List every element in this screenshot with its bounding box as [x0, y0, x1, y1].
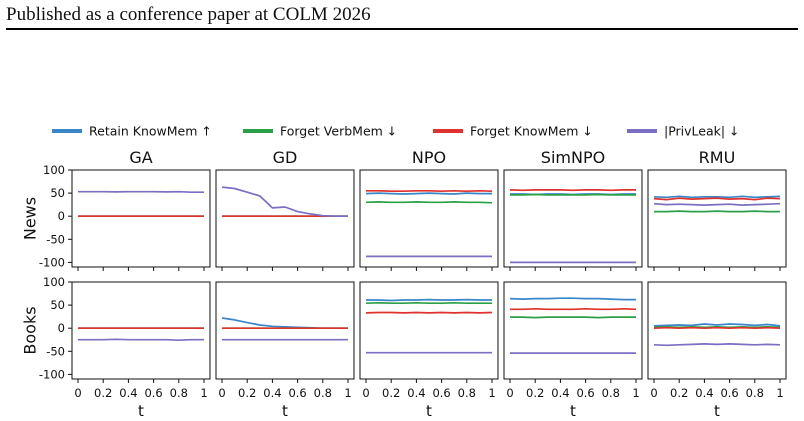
x-tick-label-npo: 0.8 — [458, 386, 476, 400]
panel-frame-books-gd — [215, 281, 355, 380]
column-title-npo: NPO — [412, 148, 446, 167]
panel-frame-news-simnpo — [503, 169, 643, 268]
legend-label-retain-knowmem: Retain KnowMem ↑ — [89, 124, 212, 139]
x-tick-label-gd: 1 — [344, 386, 351, 400]
x-tick-label-gd: 0 — [218, 386, 225, 400]
column-title-simnpo: SimNPO — [541, 148, 605, 167]
x-tick-label-npo: 1 — [488, 386, 495, 400]
y-tick-label-news: -50 — [46, 232, 65, 246]
header-rule — [6, 28, 798, 30]
x-axis-label-simnpo: t — [570, 402, 576, 420]
x-tick-label-ga: 0.2 — [94, 386, 112, 400]
panel-frame-news-rmu — [647, 169, 787, 268]
x-tick-label-simnpo: 0.2 — [526, 386, 544, 400]
series-line-books-ga-privleak — [78, 338, 204, 342]
panel-frame-news-gd — [215, 169, 355, 268]
series-line-books-npo-retain-knowmem — [366, 298, 492, 302]
x-tick-label-ga: 1 — [200, 386, 207, 400]
y-tick-label-books: -50 — [46, 344, 65, 358]
series-line-news-npo-forget-verbmem — [365, 201, 493, 204]
series-line-news-rmu-forget-verbmem — [654, 210, 780, 213]
x-tick-label-gd: 0.8 — [314, 386, 332, 400]
x-tick-label-simnpo: 1 — [632, 386, 639, 400]
y-tick-label-news: 0 — [58, 209, 65, 223]
x-tick-label-gd: 0.2 — [238, 386, 256, 400]
x-tick-label-npo: 0.4 — [407, 386, 425, 400]
x-tick-label-rmu: 0.2 — [670, 386, 688, 400]
series-line-news-npo-retain-knowmem — [365, 192, 492, 195]
x-tick-label-ga: 0.8 — [170, 386, 188, 400]
legend-label-forget-knowmem: Forget KnowMem ↓ — [470, 124, 593, 139]
x-axis-label-rmu: t — [714, 402, 720, 420]
x-tick-label-simnpo: 0 — [506, 386, 513, 400]
y-tick-label-books: 50 — [50, 298, 65, 312]
series-line-news-rmu-retain-knowmem — [653, 195, 781, 199]
legend-label-privleak: |PrivLeak| ↓ — [664, 124, 740, 139]
series-line-books-rmu-forget-verbmem — [653, 325, 781, 329]
y-tick-label-news: -100 — [39, 255, 65, 269]
x-tick-label-simnpo: 0.6 — [576, 386, 594, 400]
x-tick-label-rmu: 0.4 — [695, 386, 713, 400]
series-line-news-gd-privleak — [221, 186, 348, 218]
y-tick-label-books: -100 — [39, 367, 65, 381]
x-tick-label-simnpo: 0.8 — [602, 386, 620, 400]
panel-frame-books-npo — [359, 281, 499, 380]
panel-frame-books-ga — [71, 281, 211, 380]
x-tick-label-gd: 0.4 — [263, 386, 281, 400]
x-tick-label-npo: 0 — [362, 386, 369, 400]
y-tick-label-books: 0 — [58, 321, 65, 335]
y-tick-label-news: 50 — [50, 186, 65, 200]
series-line-books-rmu-retain-knowmem — [653, 323, 781, 327]
page-header: Published as a conference paper at COLM … — [6, 4, 371, 25]
x-tick-label-ga: 0.6 — [144, 386, 162, 400]
x-axis-label-ga: t — [138, 402, 144, 420]
x-tick-label-gd: 0.6 — [288, 386, 306, 400]
x-tick-label-npo: 0.2 — [382, 386, 400, 400]
x-axis-label-gd: t — [282, 402, 288, 420]
column-title-ga: GA — [129, 148, 152, 167]
y-tick-label-news: 100 — [43, 163, 65, 177]
series-line-books-simnpo-forget-verbmem — [510, 316, 636, 319]
x-tick-label-simnpo: 0.4 — [551, 386, 569, 400]
x-tick-label-npo: 0.6 — [432, 386, 450, 400]
y-tick-label-books: 100 — [43, 275, 65, 289]
row-label-news: News — [21, 197, 40, 240]
x-tick-label-ga: 0.4 — [119, 386, 137, 400]
column-title-rmu: RMU — [699, 148, 736, 167]
panel-frame-books-simnpo — [503, 281, 643, 380]
series-line-books-simnpo-retain-knowmem — [509, 297, 636, 301]
x-tick-label-ga: 0 — [74, 386, 81, 400]
series-line-news-ga-privleak — [78, 190, 204, 194]
panel-frame-news-npo — [359, 169, 499, 268]
series-line-news-rmu-forget-knowmem — [653, 197, 781, 201]
x-tick-label-rmu: 0.8 — [746, 386, 764, 400]
series-line-books-rmu-privleak — [653, 343, 781, 347]
column-title-gd: GD — [273, 148, 298, 167]
x-axis-label-npo: t — [426, 402, 432, 420]
panel-frame-books-rmu — [647, 281, 787, 380]
x-tick-label-rmu: 0 — [650, 386, 657, 400]
x-tick-label-rmu: 1 — [776, 386, 783, 400]
series-line-books-rmu-forget-knowmem — [653, 326, 781, 330]
series-line-books-simnpo-forget-knowmem — [510, 307, 637, 311]
panel-frame-news-ga — [71, 169, 211, 268]
row-label-books: Books — [21, 306, 40, 354]
series-line-news-rmu-privleak — [653, 202, 781, 206]
x-tick-label-rmu: 0.6 — [720, 386, 738, 400]
legend-label-forget-verbmem: Forget VerbMem ↓ — [280, 124, 397, 139]
